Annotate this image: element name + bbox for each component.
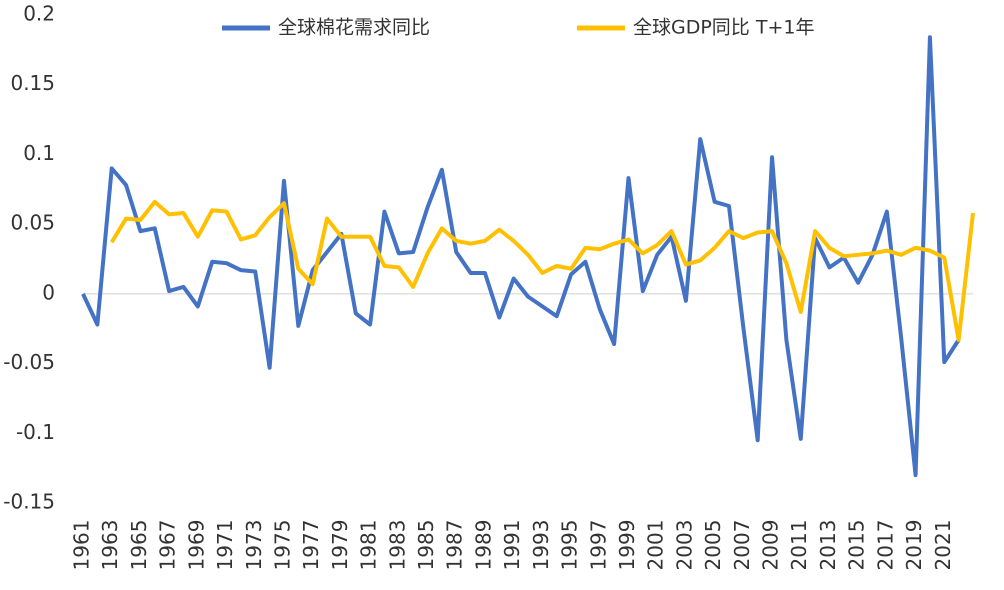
x-tick-label: 1983 <box>385 520 409 571</box>
x-tick-label: 1961 <box>70 520 94 571</box>
x-tick-label: 1969 <box>184 520 208 571</box>
x-tick-label: 1993 <box>529 520 553 571</box>
x-tick-label: 2005 <box>701 520 725 571</box>
y-tick-label: 0.15 <box>10 71 55 95</box>
x-tick-label: 1971 <box>213 520 237 571</box>
x-tick-label: 1987 <box>443 520 467 571</box>
legend-label: 全球棉花需求同比 <box>278 17 430 39</box>
x-tick-label: 2019 <box>902 520 926 571</box>
y-tick-label: -0.15 <box>3 490 55 514</box>
x-tick-label: 1981 <box>357 520 381 571</box>
x-tick-label: 2011 <box>787 520 811 571</box>
x-tick-label: 1965 <box>127 520 151 571</box>
series-line <box>81 35 961 478</box>
x-tick-label: 1973 <box>242 520 266 571</box>
x-tick-label: 1977 <box>299 520 323 571</box>
x-tick-label: 2013 <box>816 520 840 571</box>
y-tick-label: 0 <box>42 280 55 304</box>
x-tick-label: 2015 <box>845 520 869 571</box>
x-tick-label: 2009 <box>759 520 783 571</box>
y-tick-label: -0.05 <box>3 350 55 374</box>
y-tick-label: 0.2 <box>23 2 55 26</box>
x-tick-label: 1975 <box>270 520 294 571</box>
x-tick-label: 2003 <box>672 520 696 571</box>
x-tick-label: 1995 <box>558 520 582 571</box>
x-tick-label: 1979 <box>328 520 352 571</box>
y-tick-label: 0.05 <box>10 211 55 235</box>
x-tick-label: 1991 <box>500 520 524 571</box>
x-tick-label: 1967 <box>156 520 180 571</box>
x-tick-label: 2017 <box>873 520 897 571</box>
y-tick-label: -0.1 <box>16 420 55 444</box>
x-tick-label: 2007 <box>730 520 754 571</box>
x-tick-label: 2021 <box>931 520 955 571</box>
x-tick-label: 1999 <box>615 520 639 571</box>
x-tick-label: 1963 <box>98 520 122 571</box>
x-tick-label: 1985 <box>414 520 438 571</box>
x-tick-label: 1997 <box>586 520 610 571</box>
x-tick-label: 2001 <box>644 520 668 571</box>
y-tick-label: 0.1 <box>23 141 55 165</box>
legend-label: 全球GDP同比 T+1年 <box>633 17 814 39</box>
x-tick-label: 1989 <box>471 520 495 571</box>
series-line <box>109 199 975 342</box>
